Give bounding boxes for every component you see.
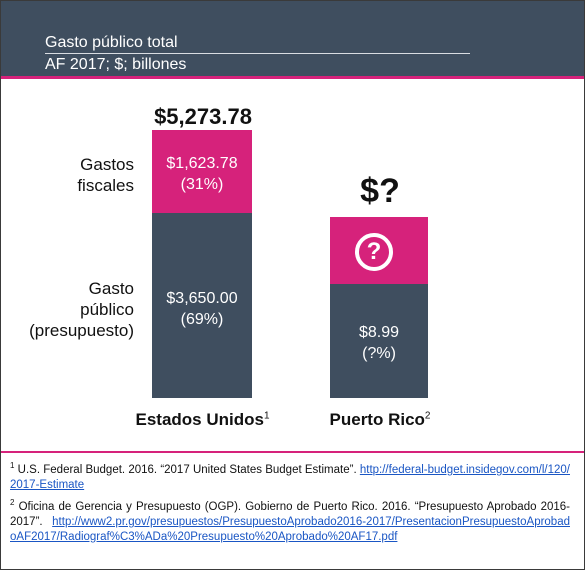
chart-title: Gasto público total <box>45 34 178 51</box>
chart-subtitle: AF 2017; $; billones <box>45 56 187 73</box>
data-label: $3,650.00 <box>166 290 238 307</box>
footnote-link-1[interactable]: http://federal-budget.insidegov.com/l/12… <box>10 463 570 491</box>
bar-pr-budget <box>330 284 428 398</box>
row-label-fiscal: Gastos fiscales <box>40 154 134 196</box>
header-rule <box>45 53 470 54</box>
segment-label-us-budget: $3,650.00 (69%) <box>152 288 252 330</box>
segment-label-us-fiscal: $1,623.78 (31%) <box>152 153 252 195</box>
footnote-text: U.S. Federal Budget. 2016. “2017 United … <box>17 463 360 476</box>
footnote-mark: 1 <box>263 410 270 422</box>
category-name: Puerto Rico <box>329 410 425 429</box>
row-label-budget-line: (presupuesto) <box>29 321 134 340</box>
row-label-budget-line: público <box>80 300 134 319</box>
total-label-puerto-rico: $? <box>360 172 400 210</box>
row-label-budget-line: Gasto <box>88 279 134 298</box>
footnotes: 1 U.S. Federal Budget. 2016. “2017 Unite… <box>10 458 570 547</box>
data-label: $8.99 <box>358 324 400 341</box>
question-circle-icon: ? <box>355 233 393 271</box>
footnote-mark: 2 <box>424 410 431 422</box>
category-name: Estados Unidos <box>135 410 264 429</box>
category-label-estados-unidos: Estados Unidos1 <box>120 410 285 430</box>
footnote-link-2[interactable]: http://www2.pr.gov/presupuestos/Presupue… <box>10 515 570 543</box>
footnote-2: 2 Oficina de Gerencia y Presupuesto (OGP… <box>10 495 570 545</box>
share-label: (?%) <box>362 345 396 362</box>
footnote-1: 1 U.S. Federal Budget. 2016. “2017 Unite… <box>10 458 570 493</box>
category-label-puerto-rico: Puerto Rico2 <box>310 410 450 430</box>
data-label: $1,623.78 <box>166 155 238 172</box>
share-label: (69%) <box>180 311 224 328</box>
footnote-mark: 1 <box>10 461 15 470</box>
share-label: (31%) <box>180 176 224 193</box>
row-label-fiscal-line: fiscales <box>77 176 134 195</box>
accent-bar-footnotes <box>1 451 584 453</box>
row-label-fiscal-line: Gastos <box>80 155 134 174</box>
segment-label-pr-budget: $8.99 (?%) <box>330 322 428 364</box>
footnote-mark: 2 <box>10 497 15 507</box>
header-panel: Gasto público total AF 2017; $; billones <box>1 1 584 76</box>
footnote-text: Oficina de Gerencia y Presupuesto (OGP).… <box>10 500 571 528</box>
bar-us-budget <box>152 212 252 398</box>
row-label-budget: Gasto público (presupuesto) <box>10 278 134 341</box>
total-label-estados-unidos: $5,273.78 <box>154 104 252 129</box>
bar-us-fiscal <box>152 130 252 213</box>
accent-bar-top <box>1 76 584 79</box>
